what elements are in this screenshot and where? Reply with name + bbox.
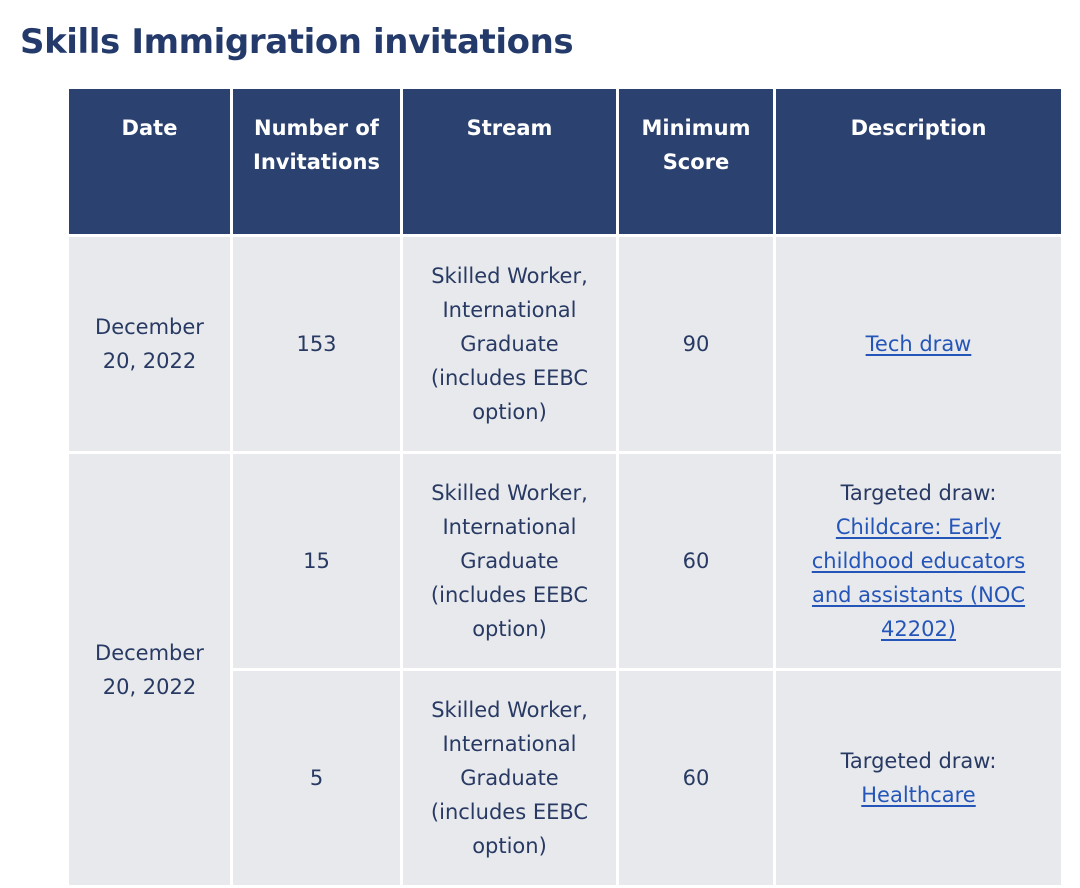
description-cell: Tech draw [773, 234, 1064, 454]
header-date: Date [66, 86, 233, 237]
invitations-cell: 153 [230, 234, 403, 454]
header-minimum-score: Minimum Score [616, 86, 776, 237]
date-cell: December 20, 2022 [66, 451, 233, 888]
score-cell: 60 [616, 451, 776, 671]
description-cell: Targeted draw: Healthcare [773, 668, 1064, 888]
table-row: December 20, 2022 15 Skilled Worker, Int… [66, 451, 1064, 888]
score-cell: 60 [616, 668, 776, 888]
score-cell: 90 [616, 234, 776, 454]
table-header-row: Date Number of Invitations Stream Minimu… [66, 86, 1064, 237]
table-row: December 20, 2022 153 Skilled Worker, In… [66, 234, 1064, 454]
tech-draw-link[interactable]: Tech draw [865, 332, 972, 356]
header-invitations: Number of Invitations [230, 86, 403, 237]
description-prefix: Targeted draw: [840, 481, 997, 505]
header-description: Description [773, 86, 1064, 237]
description-prefix: Targeted draw: [840, 749, 997, 773]
description-cell: Targeted draw: Childcare: Early childhoo… [773, 451, 1064, 671]
stream-cell: Skilled Worker, International Graduate (… [400, 451, 619, 671]
stream-cell: Skilled Worker, International Graduate (… [400, 234, 619, 454]
childcare-link[interactable]: Childcare: Early childhood educators and… [811, 515, 1026, 641]
healthcare-link[interactable]: Healthcare [861, 783, 976, 807]
stream-cell: Skilled Worker, International Graduate (… [400, 668, 619, 888]
invitations-cell: 5 [230, 668, 403, 888]
page-title: Skills Immigration invitations [20, 22, 574, 62]
table-row: 5 Skilled Worker, International Graduate… [68, 668, 1064, 888]
header-stream: Stream [400, 86, 619, 237]
invitations-cell: 15 [230, 451, 403, 671]
date-cell: December 20, 2022 [66, 234, 233, 454]
invitations-table: Date Number of Invitations Stream Minimu… [66, 86, 1064, 888]
